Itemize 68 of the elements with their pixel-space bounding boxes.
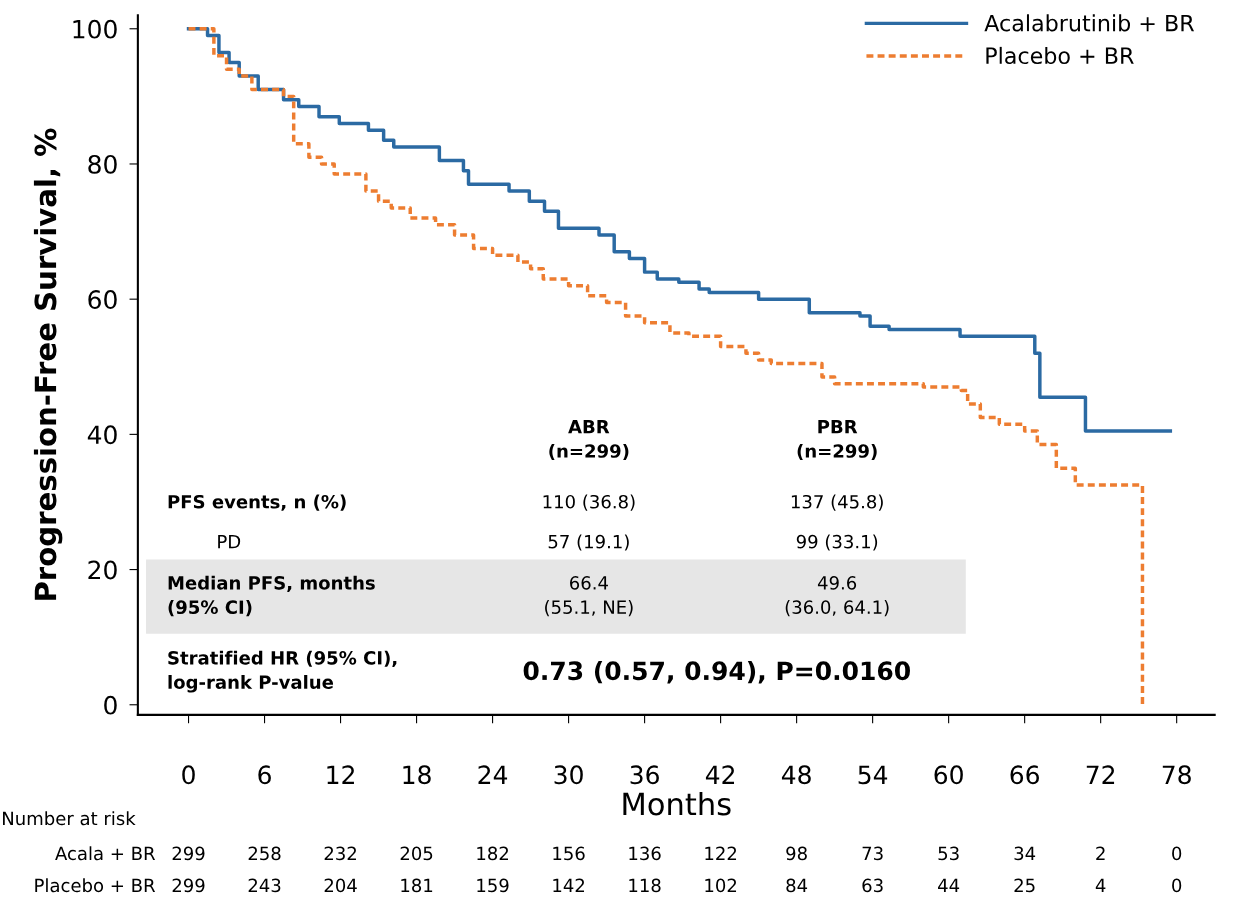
y-axis-title: Progression-Free Survival, % (33, 128, 63, 600)
x-tick-label: 78 (1162, 765, 1191, 785)
legend-label: Acalabrutinib + BR (984, 14, 1195, 32)
text: 2 (1096, 846, 1105, 860)
x-tick-label: 30 (554, 765, 583, 785)
text: Placebo + BR (35, 878, 156, 893)
x-tick-label: 24 (478, 765, 508, 784)
annotation: 110 (36.8) (543, 494, 635, 511)
legend-label: Placebo + BR (986, 46, 1134, 65)
x-tick-label: 18 (403, 765, 431, 785)
x-tick-label: 36 (630, 765, 659, 785)
text: 98 (786, 846, 807, 861)
text: 299 (172, 846, 205, 861)
text: 53 (938, 846, 959, 861)
annotation: 137 (45.8) (791, 494, 883, 511)
annotation: PD (218, 535, 241, 549)
annotation: 57 (19.1) (548, 534, 629, 551)
x-tick-label: 48 (781, 765, 811, 785)
x-tick-label: 12 (327, 765, 354, 784)
text: Number at risk (3, 811, 136, 826)
y-tick-label: 100 (73, 19, 117, 39)
text: 102 (705, 878, 737, 893)
y-tick-label: 80 (88, 154, 117, 174)
text: 63 (862, 878, 883, 893)
text: 243 (248, 878, 281, 893)
text: 181 (401, 878, 433, 893)
text: 118 (629, 878, 661, 893)
x-tick-label: 6 (258, 765, 271, 785)
text: 159 (477, 878, 509, 893)
x-tick-label: 42 (705, 765, 735, 784)
y-tick-label: 0 (104, 695, 117, 715)
annotation: PFS events, n (%) (168, 494, 346, 511)
x-tick-label: 60 (934, 765, 963, 785)
text: 232 (324, 846, 356, 861)
text: 142 (553, 878, 585, 892)
text: Acala + BR (55, 846, 156, 861)
annotation: Stratified HR (95% CI), log-rank P-value (168, 650, 397, 693)
text: 204 (324, 878, 357, 893)
annotation: ABR (n=299) (549, 420, 629, 460)
text: 156 (553, 846, 585, 861)
annotation: 99 (33.1) (796, 534, 878, 551)
text: 4 (1095, 878, 1106, 892)
x-axis-title: Months (623, 791, 731, 816)
x-tick-label: 54 (858, 765, 888, 785)
text: 84 (786, 878, 808, 893)
y-tick-label: 20 (88, 560, 117, 580)
text: 44 (938, 878, 960, 892)
text: 182 (477, 846, 508, 861)
x-tick-label: 72 (1086, 765, 1115, 784)
x-tick-label: 0 (182, 765, 195, 785)
text: 258 (248, 846, 281, 861)
annotation: Median PFS, months (95% CI) (168, 575, 375, 617)
text: 0 (1172, 846, 1182, 861)
annotation: PBR (n=299) (797, 420, 877, 460)
text: 0 (1172, 878, 1182, 893)
text: 34 (1014, 846, 1036, 861)
text: 25 (1014, 878, 1035, 893)
text: 205 (400, 846, 433, 861)
text: 299 (172, 878, 205, 893)
text: 122 (705, 846, 737, 860)
annotation: 66.4 (55.1, NE) (545, 576, 633, 617)
x-tick-label: 66 (1010, 765, 1039, 785)
y-tick-label: 60 (88, 290, 117, 310)
annotation: 49.6 (36.0, 64.1) (785, 576, 889, 617)
text: 136 (629, 846, 661, 861)
y-tick-label: 40 (87, 425, 117, 445)
text: 73 (862, 846, 883, 861)
annotation: 0.73 (0.57, 0.94), P=0.0160 (523, 660, 910, 684)
